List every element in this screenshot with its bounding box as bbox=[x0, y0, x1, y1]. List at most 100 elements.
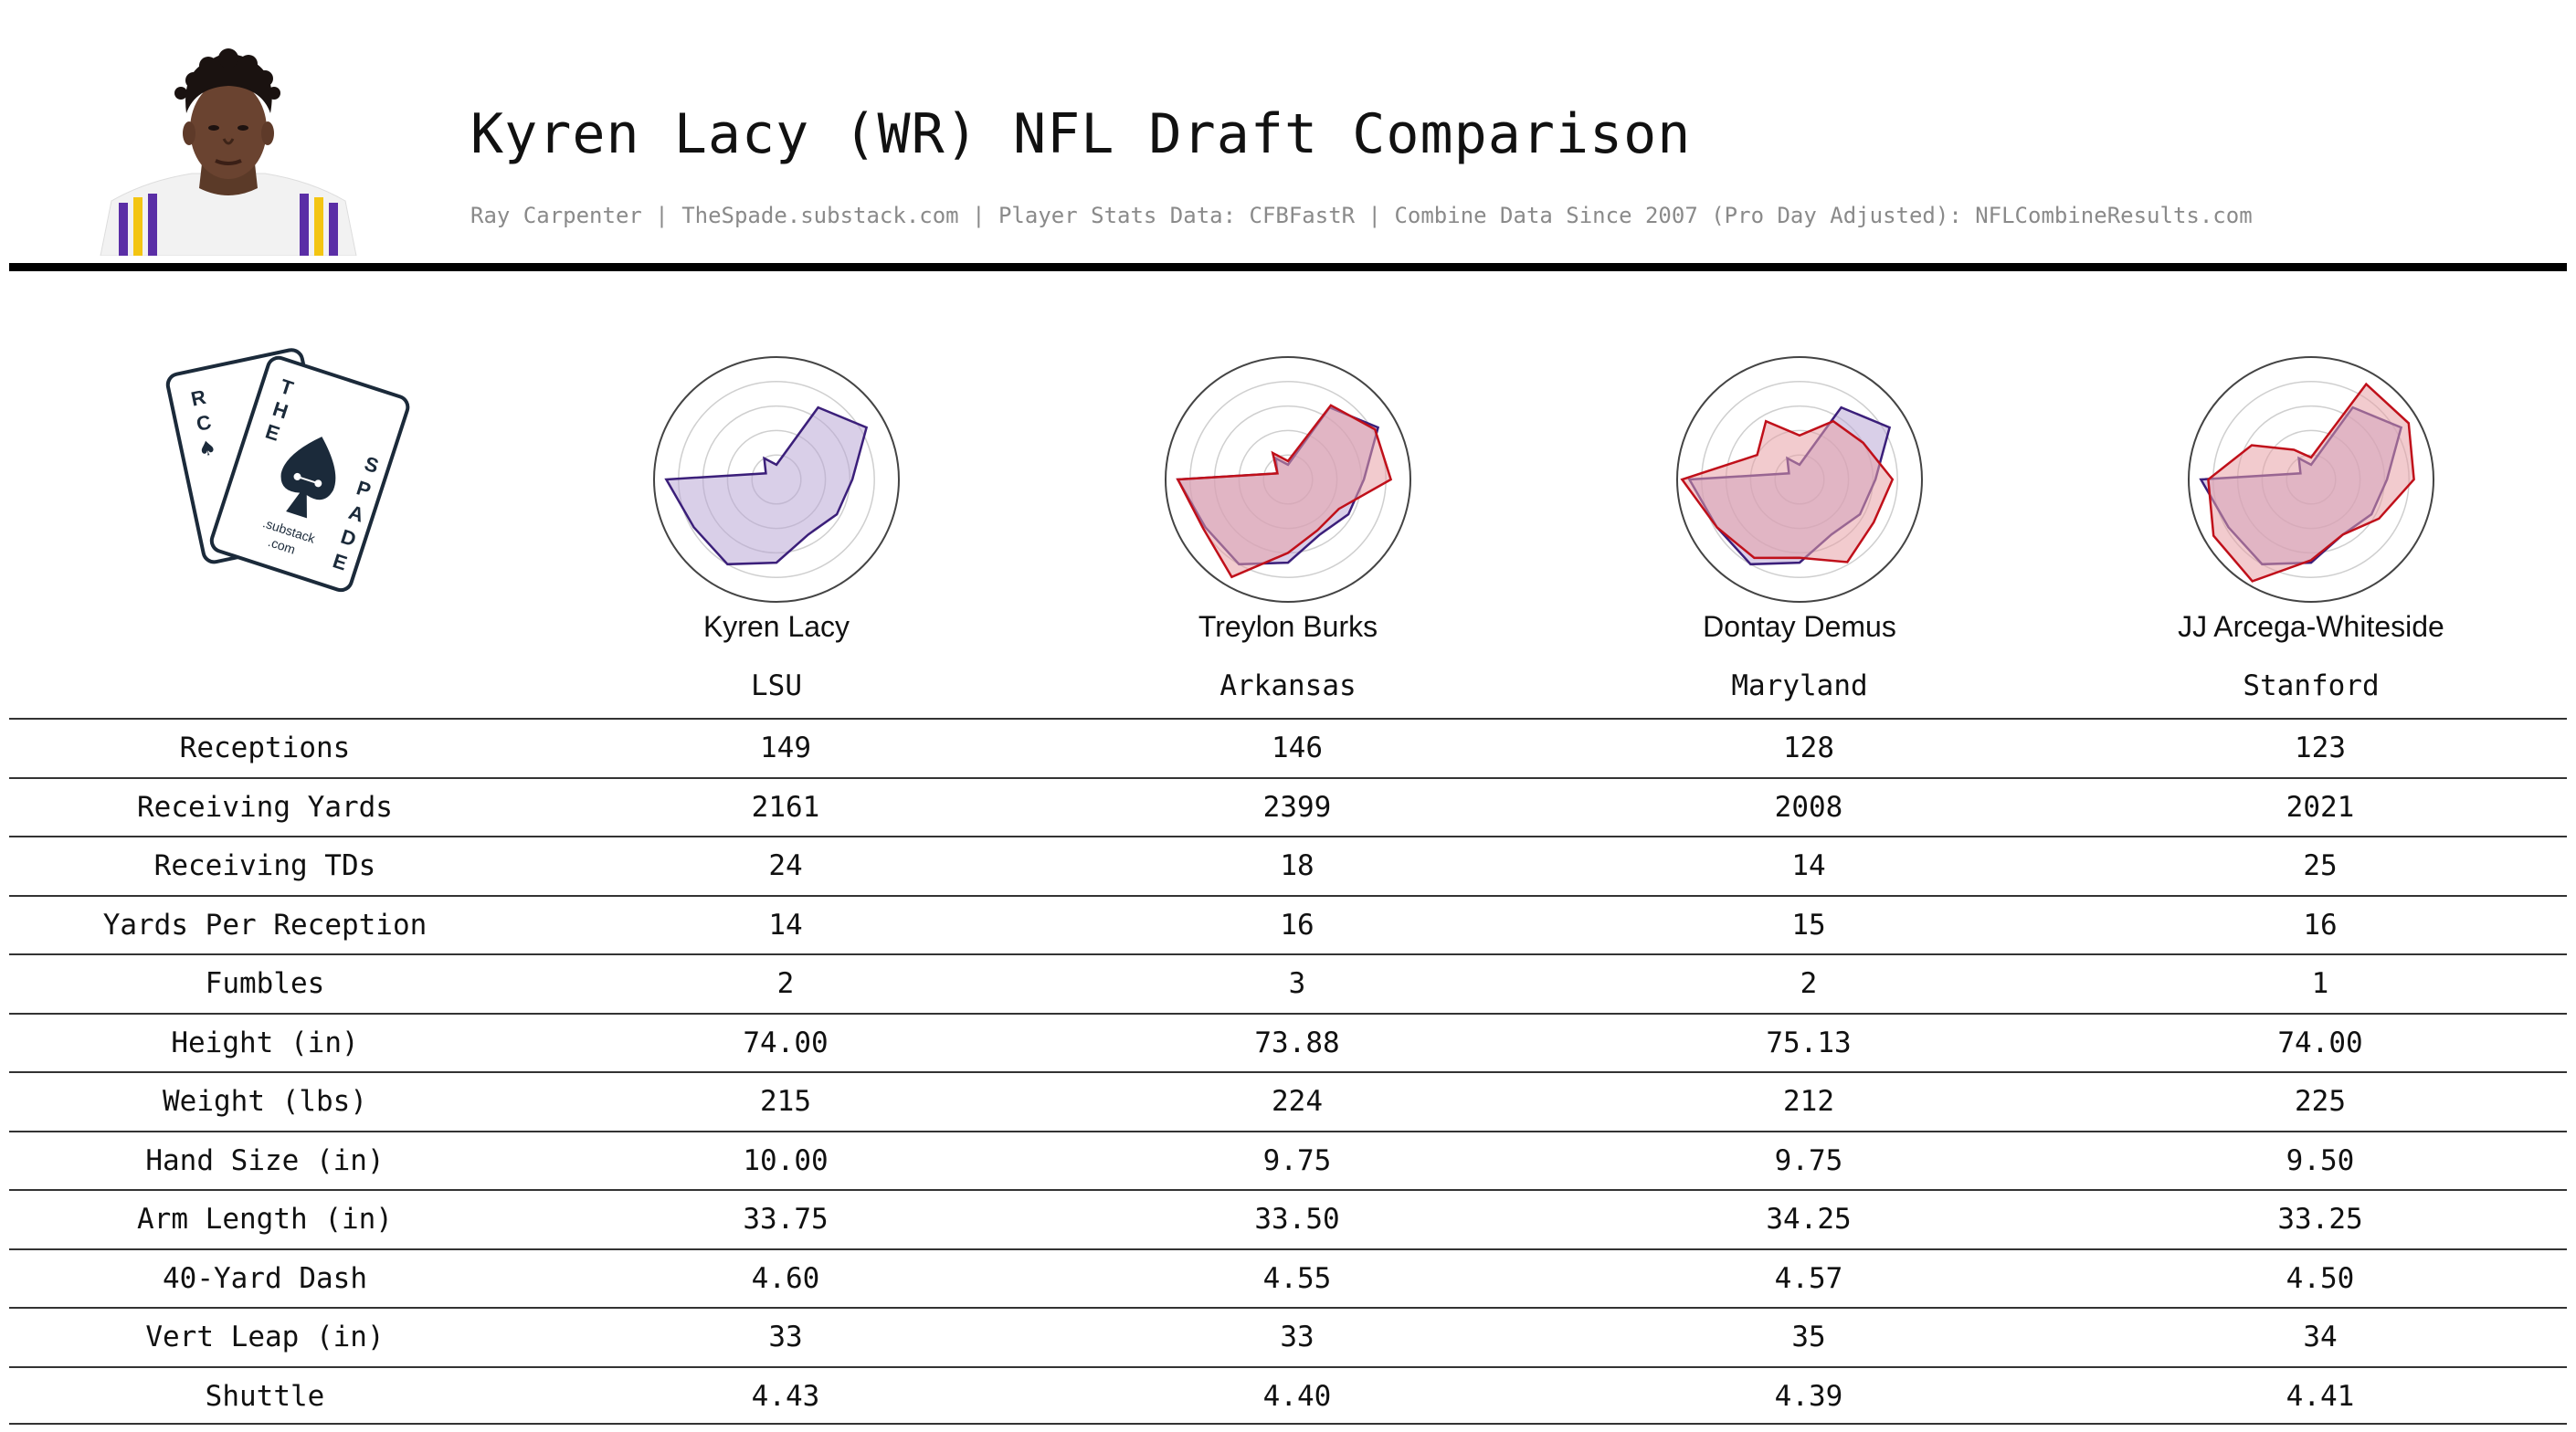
player-name-1: Treylon Burks bbox=[1198, 610, 1378, 643]
table-cell: 33 bbox=[768, 1321, 803, 1353]
table-cell: 4.40 bbox=[1262, 1379, 1332, 1413]
table-cell: 4.55 bbox=[1262, 1261, 1332, 1295]
player-name-3: JJ Arcega-Whiteside bbox=[2178, 610, 2444, 643]
table-row: Fumbles 2 3 2 1 bbox=[9, 953, 2567, 1013]
svg-text:D: D bbox=[338, 525, 359, 552]
radar-series-comparison bbox=[1680, 419, 1895, 563]
table-cell: 4.39 bbox=[1774, 1379, 1843, 1413]
table-cell: 74.00 bbox=[743, 1026, 829, 1059]
player-photo bbox=[91, 27, 365, 257]
radar-series-base bbox=[664, 405, 869, 566]
table-cell: 33.75 bbox=[743, 1203, 829, 1236]
row-label: Shuttle bbox=[205, 1379, 325, 1413]
table-cell: 33.25 bbox=[2277, 1203, 2363, 1236]
table-cell: 75.13 bbox=[1766, 1026, 1852, 1059]
table-cell: 10.00 bbox=[743, 1143, 829, 1177]
table-row: Yards Per Reception 14 16 15 16 bbox=[9, 894, 2567, 954]
row-label: Fumbles bbox=[205, 967, 325, 1000]
radar-chart-0 bbox=[644, 347, 909, 612]
table-cell: 4.41 bbox=[2286, 1379, 2355, 1413]
row-label: Receiving Yards bbox=[137, 790, 393, 824]
table-cell: 4.50 bbox=[2286, 1261, 2355, 1295]
table-cell: 16 bbox=[2303, 908, 2338, 942]
table-cell: 2021 bbox=[2286, 790, 2355, 824]
table-cell: 34.25 bbox=[1766, 1203, 1852, 1236]
table-cell: 14 bbox=[768, 908, 803, 942]
table-cell: 25 bbox=[2303, 849, 2338, 882]
table-cell: 4.57 bbox=[1774, 1261, 1843, 1295]
table-cell: 4.60 bbox=[751, 1261, 820, 1295]
table-cell: 34 bbox=[2303, 1321, 2338, 1353]
radar-chart-1 bbox=[1156, 347, 1420, 612]
row-label: 40-Yard Dash bbox=[163, 1261, 367, 1295]
row-label: Hand Size (in) bbox=[145, 1143, 385, 1177]
table-row: Hand Size (in) 10.00 9.75 9.75 9.50 bbox=[9, 1130, 2567, 1190]
radar-svg bbox=[2188, 356, 2434, 603]
table-cell: 2399 bbox=[1262, 790, 1332, 824]
row-label: Yards Per Reception bbox=[102, 908, 428, 942]
radar-series-comparison bbox=[2207, 382, 2415, 583]
table-cell: 16 bbox=[1280, 908, 1314, 942]
table-cell: 74.00 bbox=[2277, 1026, 2363, 1059]
radar-svg bbox=[1165, 356, 1411, 603]
table-cell: 2161 bbox=[751, 790, 820, 824]
table-cell: 15 bbox=[1791, 908, 1826, 942]
table-cell: 2 bbox=[776, 967, 795, 1000]
table-row: Height (in) 74.00 73.88 75.13 74.00 bbox=[9, 1012, 2567, 1072]
radar-series-comparison bbox=[1176, 404, 1393, 579]
table-cell: 14 bbox=[1791, 849, 1826, 882]
svg-text:A: A bbox=[346, 500, 367, 527]
radar-chart-3 bbox=[2179, 347, 2444, 612]
table-cell: 224 bbox=[1272, 1085, 1323, 1118]
radar-svg bbox=[1676, 356, 1923, 603]
table-cell: 123 bbox=[2295, 732, 2346, 764]
table-cell: 2 bbox=[1800, 967, 1818, 1000]
page-title: Kyren Lacy (WR) NFL Draft Comparison bbox=[470, 102, 1692, 166]
row-label: Vert Leap (in) bbox=[145, 1321, 385, 1353]
table-cell: 128 bbox=[1783, 732, 1834, 764]
table-cell: 9.75 bbox=[1262, 1143, 1332, 1177]
row-label: Arm Length (in) bbox=[137, 1203, 393, 1236]
stats-table: Receptions 149 146 128 123 Receiving Yards 216… bbox=[9, 718, 2567, 1425]
row-label: Height (in) bbox=[171, 1026, 359, 1059]
header-divider bbox=[9, 263, 2567, 271]
page-subtitle: Ray Carpenter | TheSpade.substack.com | … bbox=[470, 203, 2253, 228]
player-school-1: Arkansas bbox=[1219, 669, 1357, 702]
table-cell: 9.50 bbox=[2286, 1143, 2355, 1177]
table-cell: 215 bbox=[760, 1085, 811, 1118]
player-name-2: Dontay Demus bbox=[1703, 610, 1896, 643]
the-spade-logo: R C ♠ T H E S P A D E .substack .com bbox=[151, 342, 416, 607]
player-school-0: LSU bbox=[751, 669, 802, 702]
svg-text:C: C bbox=[195, 410, 214, 436]
row-label: Weight (lbs) bbox=[163, 1085, 367, 1118]
player-school-3: Stanford bbox=[2243, 669, 2380, 702]
row-label: Receiving TDs bbox=[153, 849, 376, 882]
table-cell: 33 bbox=[1280, 1321, 1314, 1353]
table-cell: 1 bbox=[2311, 967, 2329, 1000]
row-label: Receptions bbox=[179, 732, 351, 764]
svg-text:R: R bbox=[189, 385, 208, 411]
table-cell: 9.75 bbox=[1774, 1143, 1843, 1177]
table-cell: 35 bbox=[1791, 1321, 1826, 1353]
table-row: 40-Yard Dash 4.60 4.55 4.57 4.50 bbox=[9, 1248, 2567, 1308]
table-row: Weight (lbs) 215 224 212 225 bbox=[9, 1071, 2567, 1131]
table-row: Receiving Yards 2161 2399 2008 2021 bbox=[9, 776, 2567, 837]
radar-chart-2 bbox=[1667, 347, 1932, 612]
table-cell: 146 bbox=[1272, 732, 1323, 764]
table-cell: 225 bbox=[2295, 1085, 2346, 1118]
table-cell: 212 bbox=[1783, 1085, 1834, 1118]
table-row: Arm Length (in) 33.75 33.50 34.25 33.25 bbox=[9, 1189, 2567, 1248]
table-row: Shuttle 4.43 4.40 4.39 4.41 bbox=[9, 1365, 2567, 1425]
table-cell: 33.50 bbox=[1254, 1203, 1340, 1236]
radar-svg bbox=[653, 356, 900, 603]
table-cell: 18 bbox=[1280, 849, 1314, 882]
svg-text:H: H bbox=[270, 397, 291, 424]
table-row: Vert Leap (in) 33 33 35 34 bbox=[9, 1307, 2567, 1366]
table-row: Receiving TDs 24 18 14 25 bbox=[9, 836, 2567, 895]
player-school-2: Maryland bbox=[1731, 669, 1868, 702]
table-cell: 3 bbox=[1288, 967, 1306, 1000]
table-cell: 2008 bbox=[1774, 790, 1843, 824]
table-cell: 4.43 bbox=[751, 1379, 820, 1413]
table-row: Receptions 149 146 128 123 bbox=[9, 718, 2567, 777]
